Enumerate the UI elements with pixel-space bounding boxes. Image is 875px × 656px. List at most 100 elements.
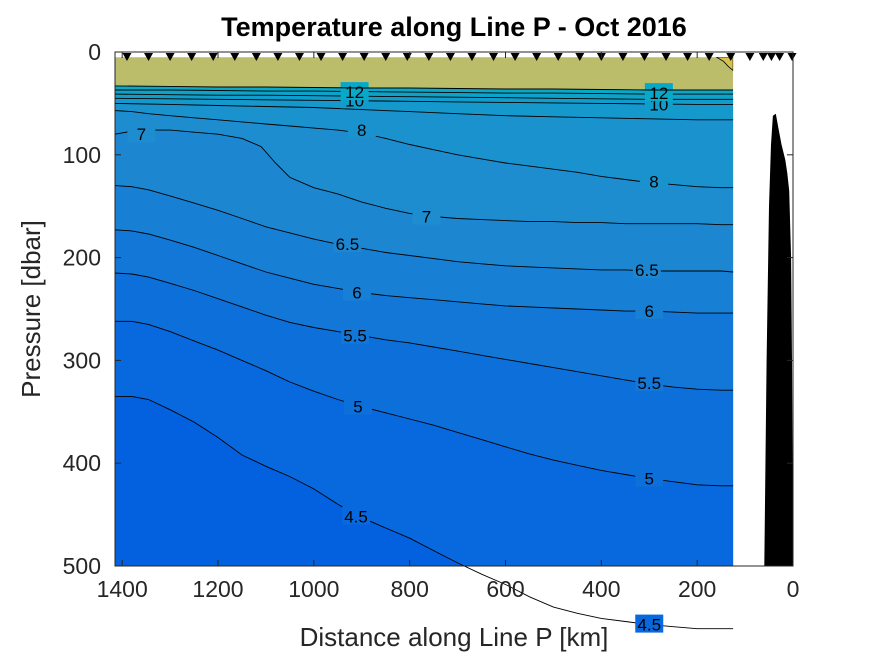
- contour-label-bg: [635, 614, 664, 633]
- contour-label-bg: [635, 373, 664, 392]
- station-marker: [553, 53, 563, 61]
- x-tick-label: 200: [678, 576, 716, 602]
- contour-4.5: 4.5 4.5: [115, 395, 734, 635]
- contour-label: 6: [352, 284, 361, 303]
- contour-label: 4.5: [344, 508, 368, 527]
- station-marker: [510, 53, 520, 61]
- y-tick-label: 100: [63, 142, 101, 168]
- contour-line-8: [114, 110, 734, 189]
- bottom-topography: [764, 113, 793, 566]
- station-marker: [338, 53, 348, 61]
- contour-label: 7: [137, 125, 146, 144]
- contour-label-bg: [644, 83, 673, 102]
- contour-5.5: 5.5 5.5: [114, 272, 734, 393]
- station-marker: [775, 53, 785, 61]
- y-tick-label: 300: [63, 347, 101, 373]
- x-tick-label: 600: [486, 576, 524, 602]
- station-marker: [445, 53, 455, 61]
- station-marker: [758, 53, 768, 61]
- contour-label: 8: [649, 173, 658, 192]
- y-tick-label: 400: [63, 450, 101, 476]
- contour-label-bg: [635, 301, 664, 320]
- contour-label: 5.5: [343, 327, 367, 346]
- y-tick-label: 200: [63, 245, 101, 271]
- band-below-4.5: [115, 396, 465, 566]
- station-marker: [359, 53, 369, 61]
- chart-title: Temperature along Line P - Oct 2016: [221, 12, 687, 42]
- x-tick-label: 1200: [192, 576, 243, 602]
- filled-contours: [115, 57, 734, 566]
- x-axis-label: Distance along Line P [km]: [300, 622, 609, 652]
- station-marker: [745, 53, 755, 61]
- station-marker: [704, 53, 714, 61]
- contour-label: 5.5: [637, 374, 661, 393]
- station-marker: [122, 53, 132, 61]
- contour-label: 6.5: [635, 261, 659, 280]
- axes-box: [114, 51, 794, 567]
- station-marker: [187, 53, 197, 61]
- x-tick-label: 400: [582, 576, 620, 602]
- contour-label: 7: [422, 207, 431, 226]
- contour-label-bg: [333, 234, 362, 253]
- station-marker: [273, 53, 283, 61]
- x-tick-label: 800: [390, 576, 428, 602]
- station-marker: [618, 53, 628, 61]
- contour-label: 5: [353, 398, 362, 417]
- y-tick-label: 500: [63, 553, 101, 579]
- contour-label-bg: [341, 325, 370, 344]
- station-markers: [122, 53, 797, 61]
- contour-label-bg: [632, 259, 661, 278]
- warm-patch: [715, 57, 734, 72]
- contour-label-bg: [342, 506, 371, 525]
- contour-9: [114, 102, 734, 121]
- contour-13: [114, 85, 734, 91]
- station-marker: [230, 53, 240, 61]
- contour-label: 12: [649, 84, 668, 103]
- contour-label: 6.5: [336, 235, 360, 254]
- contour-line-11: [114, 93, 734, 100]
- station-marker: [766, 53, 776, 61]
- contour-label: 5: [645, 470, 654, 489]
- station-marker: [683, 53, 693, 61]
- contour-6: 66: [114, 229, 734, 321]
- contour-6.5: 6.5 6.5: [114, 185, 734, 280]
- station-marker: [532, 53, 542, 61]
- station-marker: [575, 53, 585, 61]
- contour-line-9: [114, 102, 734, 121]
- station-marker: [726, 53, 736, 61]
- contour-8: 88: [114, 110, 734, 192]
- contour-label: 6: [645, 302, 654, 321]
- station-marker: [787, 53, 797, 61]
- contour-label-bg: [635, 468, 664, 487]
- station-marker: [639, 53, 649, 61]
- contour-label-bg: [347, 120, 376, 139]
- contour-label-bg: [340, 82, 369, 101]
- contour-line-12: [115, 89, 734, 95]
- station-marker: [208, 53, 218, 61]
- x-tick-label: 1400: [97, 576, 148, 602]
- axes: 1400 1200 1000 800 600 400 200 0 0 100 200 300 400 50…: [63, 39, 800, 602]
- y-tick-label: 0: [88, 39, 101, 65]
- station-marker: [489, 53, 499, 61]
- station-marker: [381, 53, 391, 61]
- station-marker: [424, 53, 434, 61]
- contour-12: 12 12: [115, 82, 734, 103]
- contour-line-7: [114, 129, 734, 226]
- contour-7: 77: [114, 124, 734, 226]
- station-marker: [165, 53, 175, 61]
- contour-label-bg: [342, 282, 371, 301]
- station-marker: [661, 53, 671, 61]
- station-marker: [316, 53, 326, 61]
- station-marker: [251, 53, 261, 61]
- contour-label: 4.5: [637, 616, 661, 635]
- contour-label-bg: [343, 396, 372, 415]
- station-marker: [294, 53, 304, 61]
- contour-line-13: [114, 85, 734, 91]
- contour-label: 12: [345, 83, 364, 102]
- contour-label-bg: [412, 206, 441, 225]
- contour-11: [114, 93, 734, 100]
- station-marker: [144, 53, 154, 61]
